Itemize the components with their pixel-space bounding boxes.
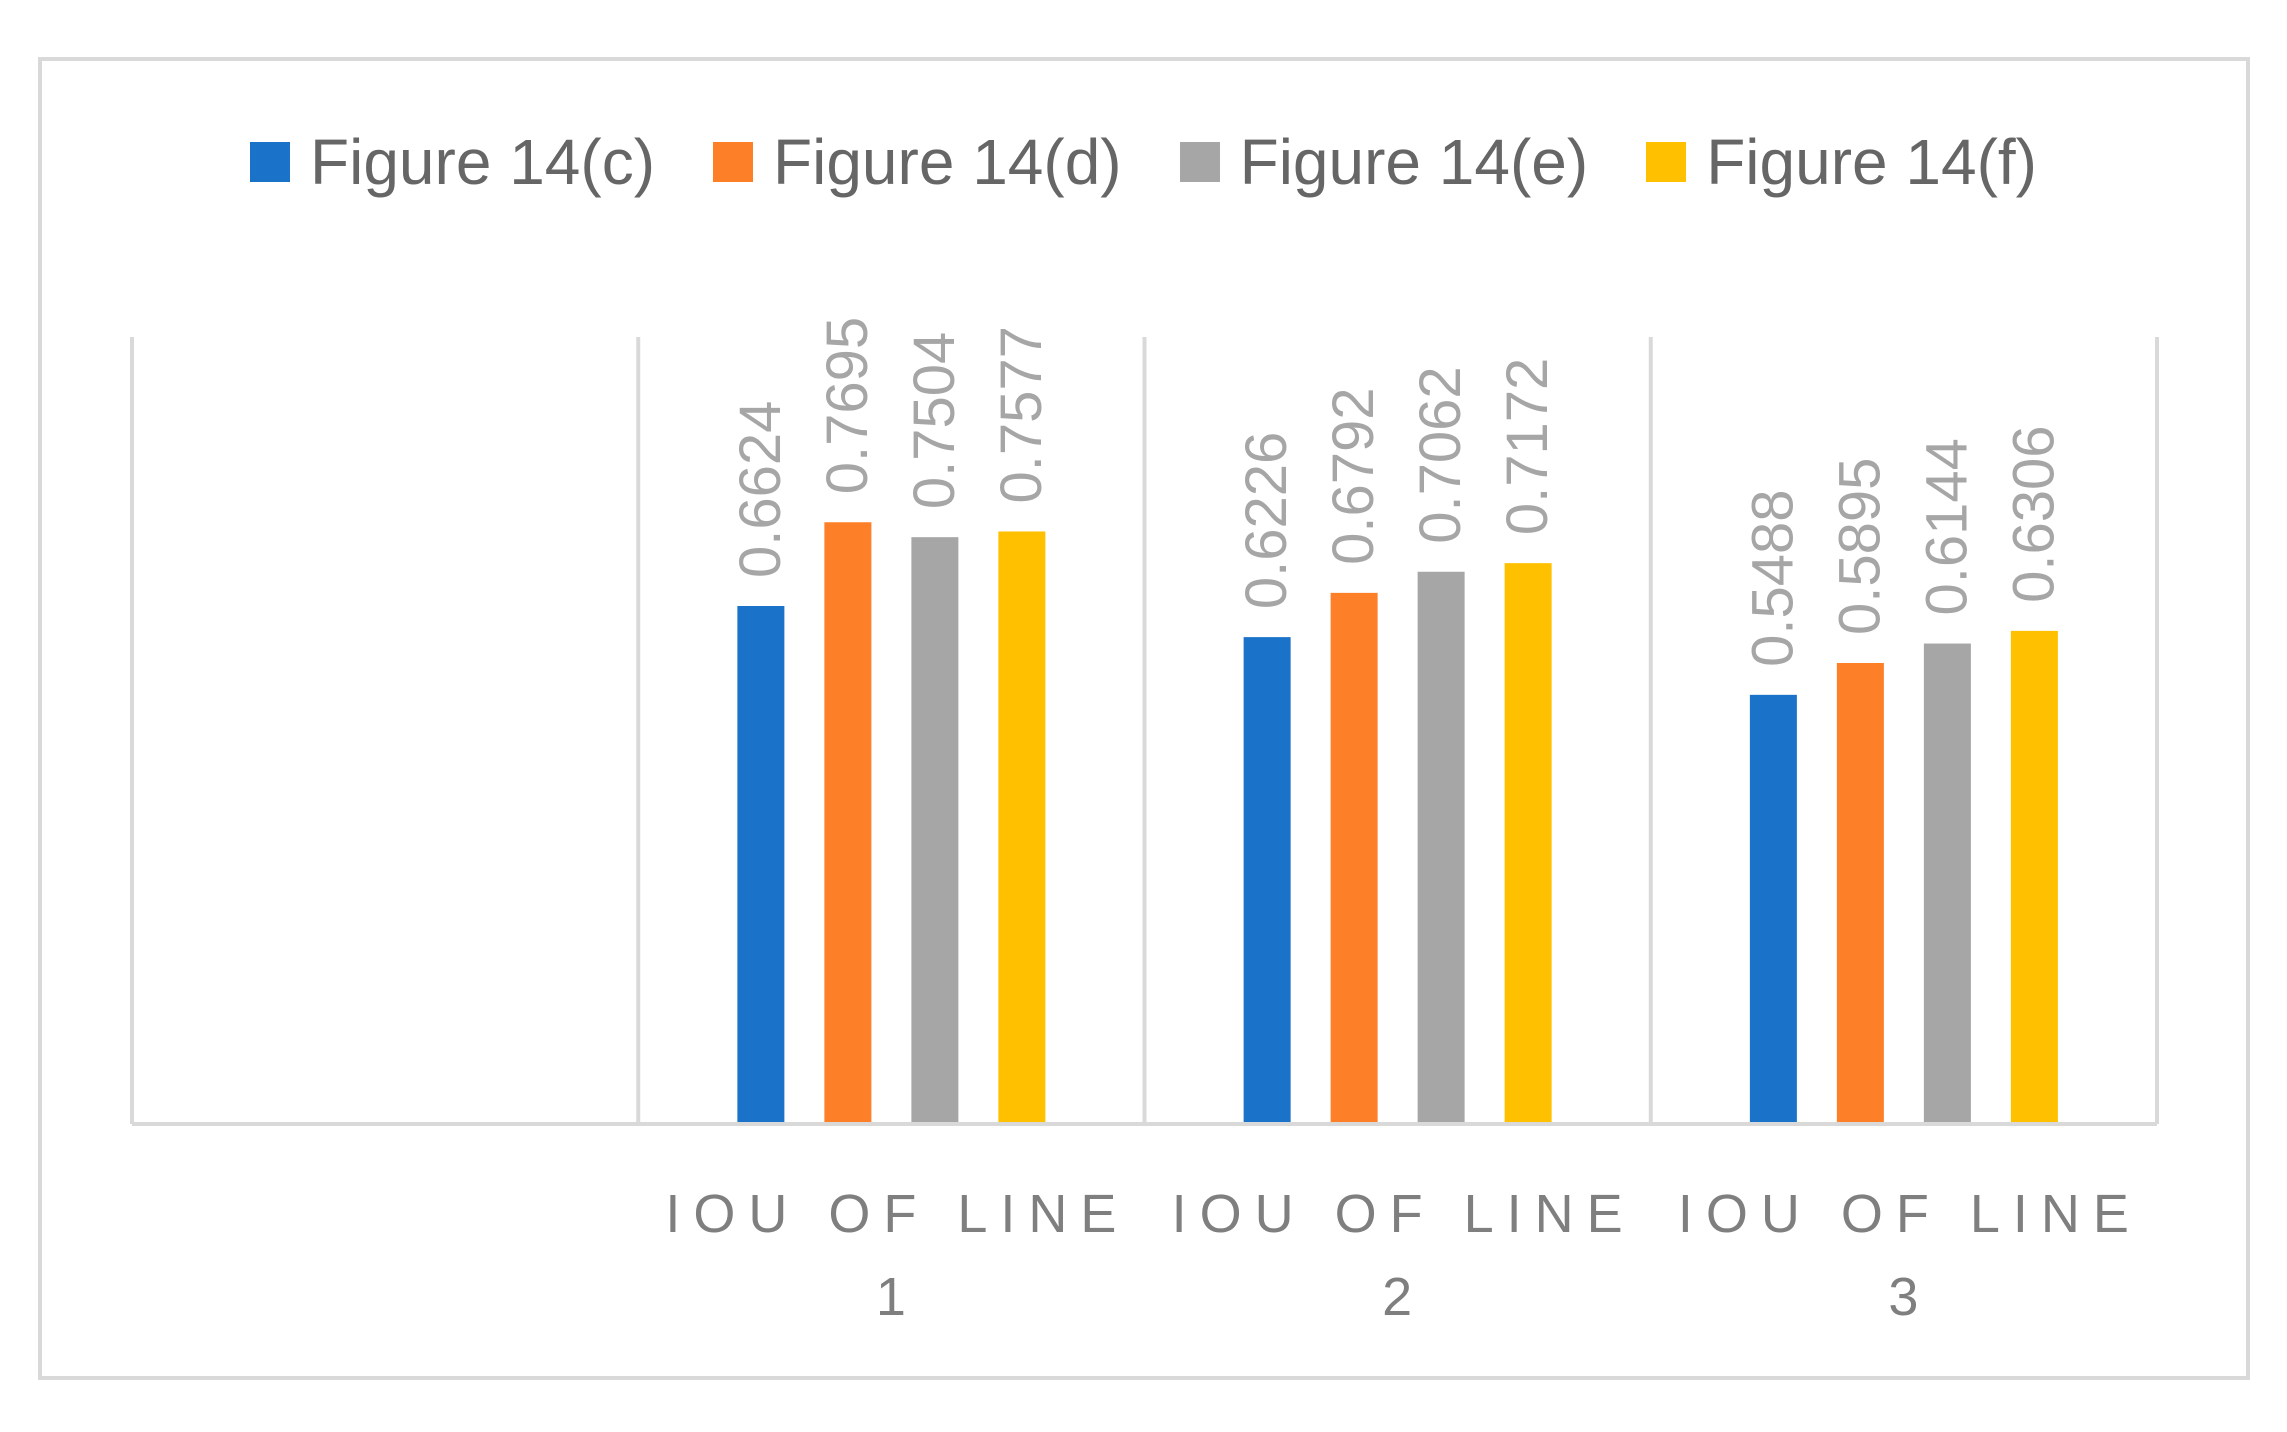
bar-2-cat-2 xyxy=(1330,592,1378,1124)
bar-3-cat-2 xyxy=(1417,571,1465,1124)
x-tick-label-3-line-2: 3 xyxy=(1888,1267,1931,1327)
data-label-1-cat-2: 0.6226 xyxy=(1234,432,1299,609)
data-label-4-cat-3: 0.6306 xyxy=(2001,425,2066,602)
data-label-2-cat-1: 0.7695 xyxy=(815,317,880,494)
legend-swatch-series-2 xyxy=(713,142,754,182)
bar-2-cat-3 xyxy=(1836,663,1884,1124)
bar-2-cat-1 xyxy=(824,522,872,1124)
data-label-4-cat-1: 0.7577 xyxy=(989,326,1054,503)
legend-item-series-3: Figure 14(e) xyxy=(1179,126,1589,198)
data-label-1-cat-3: 0.5488 xyxy=(1740,489,1805,666)
data-label-2-cat-2: 0.6792 xyxy=(1321,387,1386,564)
legend: Figure 14(c) Figure 14(d) Figure 14(e) F… xyxy=(0,130,2287,194)
data-label-3-cat-3: 0.6144 xyxy=(1914,438,1979,615)
bar-1-cat-3 xyxy=(1749,694,1797,1124)
legend-label-series-4: Figure 14(f) xyxy=(1706,126,2037,198)
x-tick-label-1-line-1: IOU OF LINE xyxy=(665,1184,1129,1244)
bar-1-cat-1 xyxy=(737,606,785,1124)
bar-1-cat-2 xyxy=(1243,637,1291,1124)
legend-swatch-series-3 xyxy=(1179,142,1220,182)
x-tick-label-3-line-1: IOU OF LINE xyxy=(1678,1184,2142,1244)
x-tick-label-2-line-2: 2 xyxy=(1382,1267,1425,1327)
data-label-4-cat-2: 0.7172 xyxy=(1495,358,1560,535)
bar-4-cat-3 xyxy=(2010,630,2058,1124)
bar-4-cat-1 xyxy=(998,531,1046,1124)
data-label-2-cat-3: 0.5895 xyxy=(1827,458,1892,635)
data-label-3-cat-2: 0.7062 xyxy=(1408,366,1473,543)
legend-label-series-3: Figure 14(e) xyxy=(1239,126,1589,198)
legend-label-series-2: Figure 14(d) xyxy=(773,126,1122,198)
legend-label-series-1: Figure 14(c) xyxy=(310,126,656,198)
legend-swatch-series-4 xyxy=(1646,142,1687,182)
bar-3-cat-3 xyxy=(1923,643,1971,1124)
legend-item-series-4: Figure 14(f) xyxy=(1646,130,2037,194)
data-label-1-cat-1: 0.6624 xyxy=(728,401,793,578)
legend-item-series-1: Figure 14(c) xyxy=(250,130,655,194)
bar-4-cat-2 xyxy=(1504,563,1552,1124)
legend-swatch-series-1 xyxy=(250,142,291,182)
legend-item-series-2: Figure 14(d) xyxy=(713,130,1122,194)
x-tick-label-2-line-1: IOU OF LINE xyxy=(1172,1184,1636,1244)
bar-3-cat-1 xyxy=(911,537,959,1124)
x-tick-label-1-line-2: 1 xyxy=(876,1267,919,1327)
data-label-3-cat-1: 0.7504 xyxy=(902,332,967,509)
